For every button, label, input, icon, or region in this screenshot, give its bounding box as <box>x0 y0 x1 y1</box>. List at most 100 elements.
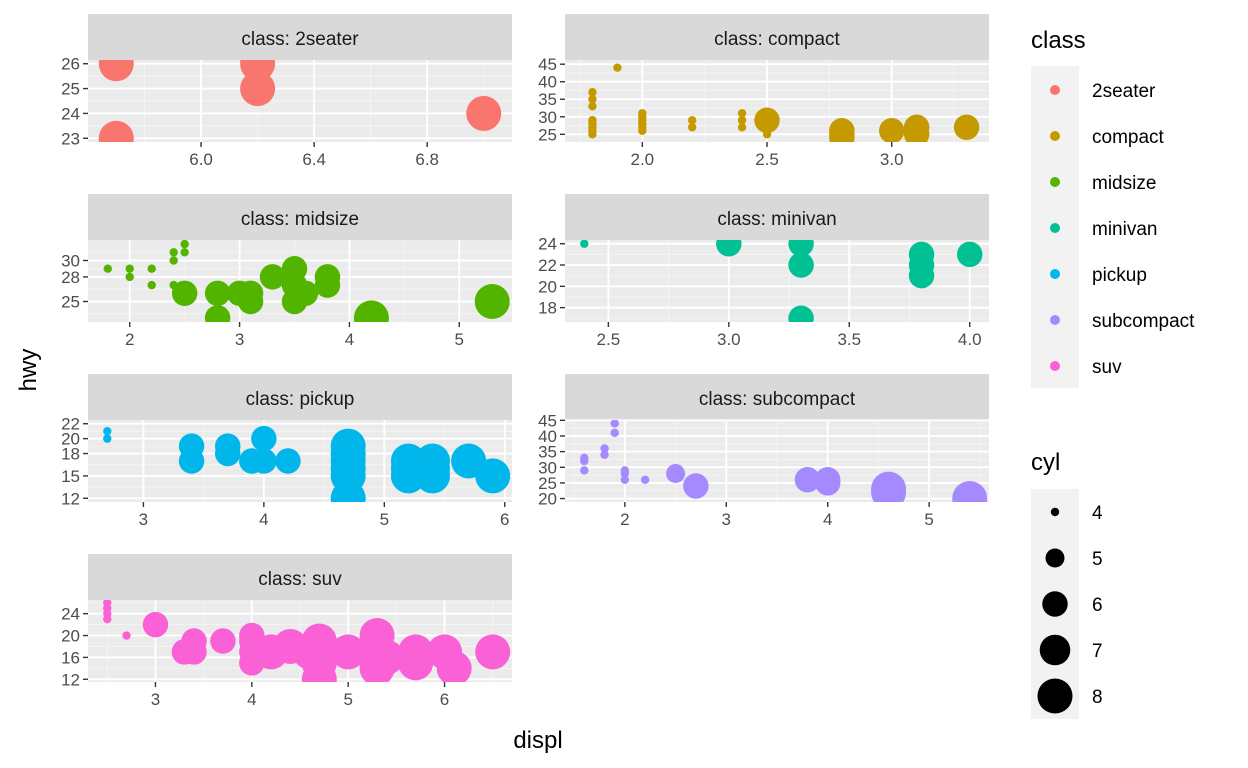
data-point <box>737 116 747 125</box>
data-point <box>683 473 709 499</box>
data-point <box>788 305 814 322</box>
x-tick-label: 2 <box>620 510 629 529</box>
data-point <box>180 248 189 257</box>
y-tick-label: 22 <box>61 415 80 434</box>
data-point <box>103 426 112 436</box>
size-legend-label: 5 <box>1092 549 1103 570</box>
data-point <box>398 645 434 681</box>
y-tick-label: 40 <box>538 427 557 446</box>
y-tick-label: 20 <box>61 627 80 646</box>
data-point <box>794 467 821 493</box>
data-point <box>829 125 855 142</box>
data-point <box>666 464 686 483</box>
size-legend-key <box>1045 548 1065 568</box>
color-legend-key <box>1050 315 1060 325</box>
y-tick-label: 20 <box>538 277 557 296</box>
strip-label: class: suv <box>258 569 342 590</box>
color-legend-key <box>1050 131 1060 141</box>
y-tick-label: 25 <box>61 293 80 312</box>
y-tick-label: 26 <box>61 55 80 74</box>
x-tick-label: 5 <box>343 690 352 709</box>
y-tick-label: 30 <box>538 458 557 477</box>
strip-label: class: minivan <box>717 209 836 230</box>
color-legend-key <box>1050 85 1060 95</box>
data-point <box>903 121 930 142</box>
x-axis-title: displ <box>513 727 562 754</box>
data-point <box>180 240 189 249</box>
data-point <box>871 474 907 502</box>
data-point <box>178 448 205 474</box>
data-point <box>169 248 178 257</box>
color-legend-key <box>1050 177 1060 187</box>
data-point <box>330 634 366 670</box>
y-tick-label: 20 <box>538 490 557 509</box>
data-point <box>125 272 134 282</box>
color-legend-label: minivan <box>1092 219 1157 240</box>
data-point <box>251 448 277 474</box>
data-point <box>640 475 650 484</box>
data-point <box>610 428 619 438</box>
y-tick-label: 45 <box>538 411 557 430</box>
y-tick-label: 18 <box>538 299 557 318</box>
size-legend-key <box>1042 591 1068 617</box>
color-legend-label: 2seater <box>1092 81 1156 102</box>
strip-label: class: compact <box>714 29 840 50</box>
data-point <box>638 116 647 125</box>
size-legend-label: 6 <box>1092 595 1103 616</box>
data-point <box>204 305 231 322</box>
y-tick-label: 24 <box>61 104 80 123</box>
color-legend-key <box>1050 223 1060 233</box>
data-point <box>588 123 597 132</box>
data-point <box>103 434 112 443</box>
points-group <box>103 240 510 322</box>
y-tick-label: 16 <box>61 648 80 667</box>
x-tick-label: 3 <box>139 510 148 529</box>
data-point <box>125 264 134 273</box>
data-point <box>754 107 780 133</box>
color-legend-label: pickup <box>1092 265 1147 286</box>
data-point <box>688 123 697 132</box>
x-tick-label: 4 <box>823 510 832 529</box>
y-tick-label: 45 <box>538 55 557 74</box>
y-tick-label: 30 <box>61 252 80 271</box>
data-point <box>580 456 589 466</box>
data-point <box>103 264 112 273</box>
data-point <box>215 440 241 467</box>
data-point <box>181 639 207 665</box>
y-tick-label: 25 <box>61 80 80 99</box>
data-point <box>788 252 814 278</box>
x-tick-label: 4 <box>259 510 268 529</box>
color-legend-label: subcompact <box>1092 311 1195 332</box>
strip-background <box>565 374 989 420</box>
data-point <box>737 109 747 118</box>
data-point <box>588 95 597 104</box>
x-tick-label: 6.0 <box>189 150 213 169</box>
data-point <box>688 116 697 125</box>
data-point <box>415 458 450 494</box>
y-tick-label: 28 <box>61 268 80 287</box>
points-group <box>103 600 511 682</box>
data-point <box>588 102 597 111</box>
strip-label: class: midsize <box>241 209 359 230</box>
data-point <box>98 120 134 142</box>
strip-background <box>88 194 512 240</box>
data-point <box>292 280 319 307</box>
size-legend-label: 7 <box>1092 641 1103 662</box>
y-tick-label: 23 <box>61 129 80 148</box>
y-tick-label: 35 <box>538 443 557 462</box>
data-point <box>600 444 609 453</box>
data-point <box>475 634 511 670</box>
data-point <box>466 95 502 131</box>
color-legend-label: midsize <box>1092 173 1156 194</box>
x-tick-label: 2.5 <box>755 150 779 169</box>
y-tick-label: 22 <box>538 256 557 275</box>
data-point <box>147 280 156 290</box>
data-point <box>952 481 988 502</box>
x-tick-label: 3 <box>235 330 244 349</box>
data-point <box>580 240 589 248</box>
data-point <box>957 241 983 268</box>
data-point <box>369 639 405 675</box>
data-point <box>251 425 277 452</box>
y-tick-label: 15 <box>61 467 80 486</box>
